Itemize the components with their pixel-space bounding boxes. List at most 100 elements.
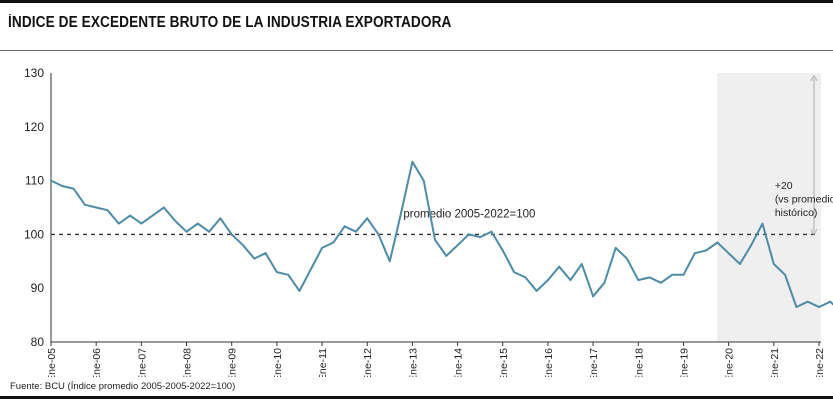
- y-axis-labels: 80 90 100 110 120 130: [24, 66, 44, 349]
- x-tick-label: Ene-21: [769, 348, 781, 377]
- data-point: [558, 265, 561, 268]
- data-point: [592, 295, 594, 298]
- data-point: [377, 233, 380, 236]
- data-point: [513, 271, 515, 273]
- data-point: [569, 279, 572, 281]
- data-point: [637, 279, 640, 281]
- data-point: [253, 257, 256, 260]
- data-point: [547, 279, 549, 281]
- data-point: [163, 206, 165, 209]
- data-point: [818, 306, 820, 308]
- annotation-line: (vs promedio: [775, 194, 833, 206]
- average-label: promedio 2005-2022=100: [403, 208, 535, 220]
- data-point: [309, 268, 312, 271]
- chart-title: ÍNDICE DE EXCEDENTE BRUTO DE LA INDUSTRI…: [8, 14, 452, 31]
- data-point: [671, 273, 674, 276]
- y-tick-label: 120: [24, 120, 44, 134]
- data-point: [603, 281, 606, 284]
- x-tick-label: Ene-05: [46, 348, 58, 377]
- data-point: [829, 300, 832, 303]
- data-point: [445, 255, 448, 257]
- data-point: [84, 203, 86, 206]
- y-tick-label: 90: [31, 281, 45, 295]
- data-point: [50, 179, 52, 182]
- data-point: [151, 214, 154, 217]
- data-point: [174, 220, 177, 222]
- data-point: [355, 230, 357, 233]
- x-tick-label: Ene-06: [91, 348, 103, 377]
- title-divider: [0, 50, 833, 51]
- data-point: [106, 209, 109, 212]
- data-point: [196, 222, 199, 225]
- data-point: [264, 252, 267, 255]
- data-point: [434, 238, 436, 241]
- annotation-line: +20: [775, 180, 793, 192]
- data-point: [61, 185, 64, 187]
- x-tick-label: Ene-22: [814, 348, 826, 377]
- data-point: [185, 230, 188, 233]
- series-line: [50, 160, 833, 308]
- data-point: [682, 273, 685, 276]
- source-note: Fuente: BCU (Índice promedio 2005-2005-2…: [10, 381, 236, 392]
- data-point: [276, 271, 278, 273]
- data-point: [242, 244, 244, 247]
- x-tick-label: Ene-07: [136, 348, 148, 377]
- data-point: [208, 230, 211, 233]
- x-tick-label: Ene-12: [362, 348, 374, 377]
- y-tick-label: 110: [25, 174, 44, 188]
- data-point: [117, 222, 120, 225]
- x-tick-label: Ene-19: [678, 348, 690, 377]
- data-point: [716, 241, 719, 244]
- data-point: [332, 241, 335, 244]
- x-tick-label: Ene-20: [724, 348, 736, 377]
- data-point: [693, 252, 696, 255]
- data-point: [784, 273, 786, 276]
- x-tick-label: Ene-09: [227, 348, 239, 377]
- data-point: [388, 260, 391, 263]
- x-tick-label: Ene-18: [633, 348, 645, 377]
- data-point: [501, 249, 504, 252]
- data-point: [72, 187, 75, 190]
- data-point: [479, 236, 482, 239]
- x-tick-label: Ene-15: [498, 348, 510, 377]
- data-point: [343, 225, 346, 228]
- data-point: [298, 290, 301, 292]
- data-point: [727, 252, 730, 255]
- data-point: [490, 230, 493, 233]
- data-point: [705, 249, 707, 252]
- data-point: [614, 247, 617, 249]
- data-point: [140, 222, 143, 225]
- x-axis-ticks: [50, 342, 820, 346]
- data-point: [806, 300, 809, 303]
- y-tick-label: 100: [24, 227, 44, 241]
- data-point: [468, 233, 470, 236]
- highlight-band: [717, 73, 821, 342]
- x-tick-label: Ene-13: [407, 348, 419, 377]
- data-point: [524, 276, 527, 279]
- data-point: [626, 257, 628, 260]
- data-point: [739, 263, 741, 265]
- annotation-arrowhead-bottom: [810, 229, 818, 236]
- x-tick-label: Ene-14: [453, 348, 465, 377]
- data-point: [660, 281, 662, 284]
- series-points: [50, 160, 832, 308]
- data-point: [422, 179, 425, 182]
- x-tick-label: Ene-11: [317, 348, 329, 377]
- annotation-arrowhead-top: [810, 74, 818, 81]
- data-point: [129, 214, 132, 217]
- top-rule: [0, 0, 833, 3]
- x-tick-label: Ene-17: [588, 348, 600, 377]
- data-point: [287, 273, 290, 276]
- data-point: [772, 263, 775, 265]
- y-tick-label: 130: [24, 66, 44, 80]
- x-tick-label: Ene-08: [182, 348, 194, 377]
- data-point: [400, 212, 402, 214]
- data-point: [95, 206, 98, 209]
- x-axis-labels: Ene-05 Ene-06 Ene-07 Ene-08 Ene-09 Ene-10 Ene-…: [46, 348, 826, 377]
- data-point: [411, 160, 414, 163]
- data-point: [750, 244, 753, 247]
- data-point: [795, 306, 798, 308]
- data-point: [648, 276, 651, 279]
- bottom-rule: [0, 396, 833, 399]
